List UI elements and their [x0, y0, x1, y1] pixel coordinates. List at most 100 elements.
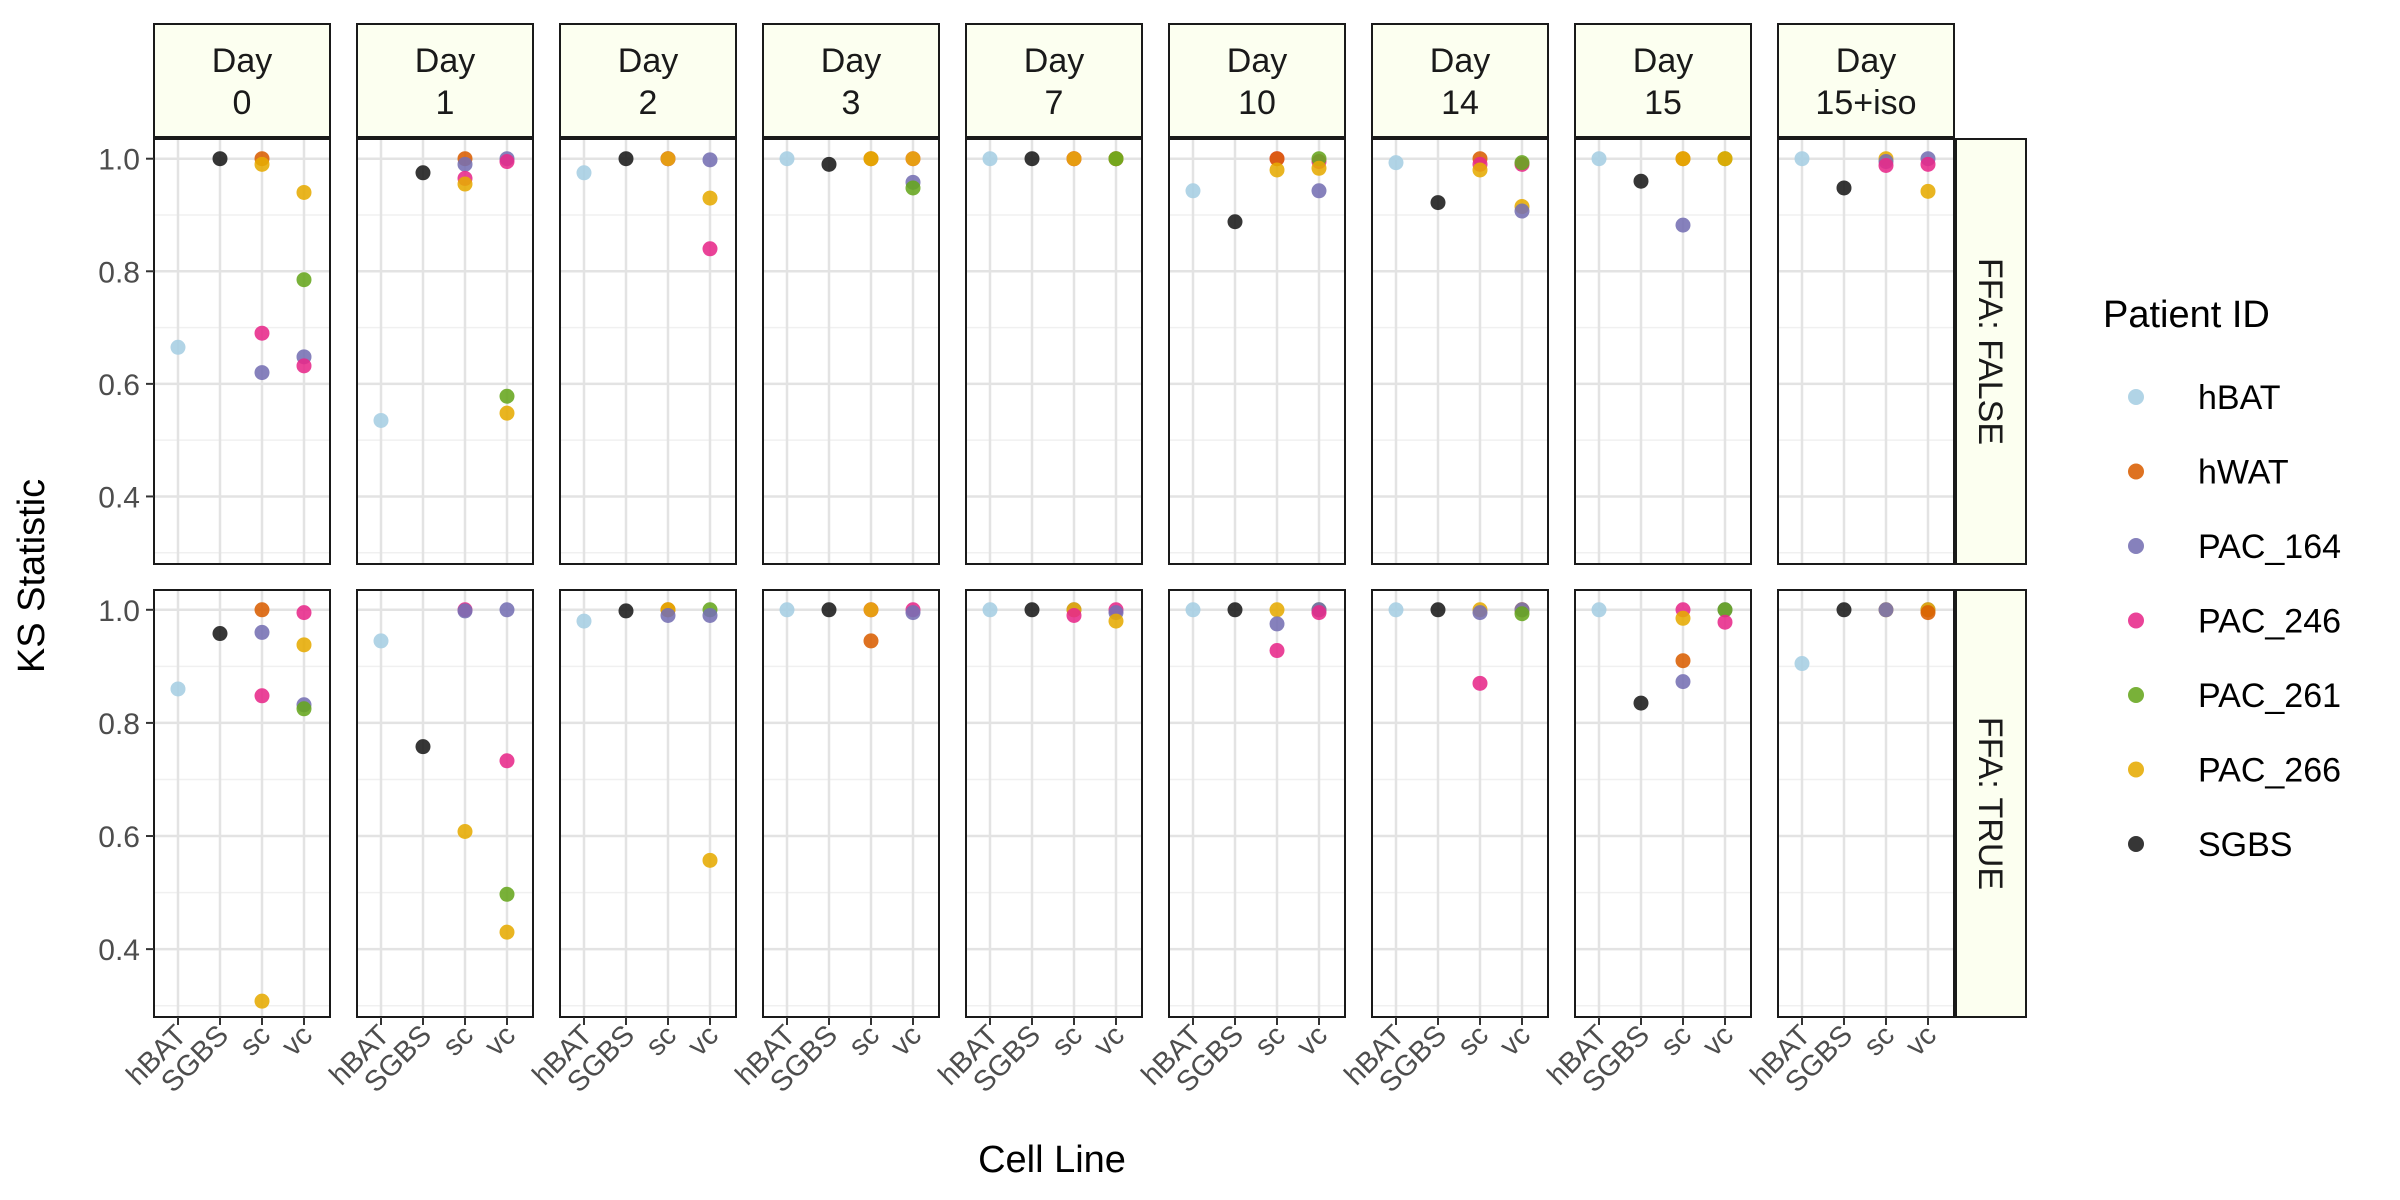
panel-background: [1169, 590, 1345, 1017]
column-strip-label-line1: Day: [1836, 42, 1896, 80]
legend-swatch: [2128, 612, 2144, 629]
column-strip-box: [153, 23, 331, 138]
x-tick-label: sc: [843, 1019, 886, 1062]
data-point: [702, 852, 718, 868]
y-tick-label: 1.0: [98, 144, 140, 177]
legend-swatch: [2128, 538, 2144, 554]
panel-border: [1371, 138, 1549, 565]
data-point: [821, 156, 837, 172]
data-point: [296, 605, 312, 621]
facet-panel: [153, 589, 331, 1018]
panel-background: [357, 590, 533, 1017]
column-strip-label-line2: 7: [1045, 84, 1064, 122]
data-point: [1514, 203, 1530, 219]
data-point: [457, 176, 473, 192]
data-point: [702, 241, 718, 257]
data-point: [499, 154, 515, 170]
data-point: [1794, 151, 1810, 167]
data-point: [1269, 643, 1285, 659]
legend-label: PAC_164: [2198, 528, 2341, 566]
panel-background: [763, 139, 939, 564]
panel-border: [1574, 589, 1752, 1018]
data-point: [499, 388, 515, 404]
data-point: [499, 602, 515, 618]
facet-panel: [1371, 589, 1549, 1018]
legend-item: PAC_266: [2128, 752, 2341, 790]
data-point: [618, 603, 634, 619]
x-tick-label: sc: [1655, 1019, 1698, 1062]
legend-item: PAC_164: [2128, 528, 2341, 566]
panel-border: [356, 589, 534, 1018]
panel-border: [1777, 138, 1955, 565]
legend-title: Patient ID: [2103, 294, 2270, 336]
data-point: [373, 633, 389, 649]
x-tick-label: vc: [1494, 1019, 1537, 1062]
data-point: [499, 753, 515, 769]
x-tick-label: vc: [1697, 1019, 1740, 1062]
data-point: [415, 165, 431, 181]
column-strip-label-line1: Day: [1430, 42, 1490, 80]
data-point: [821, 602, 837, 618]
panel-border: [153, 589, 331, 1018]
column-strip-label-line2: 1: [436, 84, 455, 122]
data-point: [1185, 602, 1201, 618]
legend-swatch: [2128, 836, 2144, 852]
column-strip-box: [762, 23, 940, 138]
data-point: [1066, 607, 1082, 623]
x-tick-label: sc: [1249, 1019, 1292, 1062]
column-strip-box: [1168, 23, 1346, 138]
row-strip: FFA: TRUE: [1955, 589, 2027, 1018]
data-point: [863, 602, 879, 618]
data-point: [296, 184, 312, 200]
data-point: [1591, 602, 1607, 618]
data-point: [1227, 214, 1243, 230]
data-point: [1269, 151, 1285, 167]
panel-background: [1169, 139, 1345, 564]
legend-item: PAC_261: [2128, 677, 2341, 715]
facet-panel: [1168, 589, 1346, 1018]
column-strip: Day 3: [762, 23, 940, 138]
panel-background: [763, 590, 939, 1017]
panel-border: [965, 138, 1143, 565]
facet-panel: [1777, 138, 1955, 565]
data-point: [779, 602, 795, 618]
facet-panel: [559, 589, 737, 1018]
y-tick-label: 0.8: [98, 708, 140, 741]
row-strip: FFA: FALSE: [1955, 138, 2027, 565]
data-point: [499, 886, 515, 902]
data-point: [1108, 151, 1124, 167]
data-point: [415, 739, 431, 755]
data-point: [1388, 602, 1404, 618]
data-point: [618, 151, 634, 167]
panel-background: [1372, 590, 1548, 1017]
column-strip-box: [1574, 23, 1752, 138]
panel-background: [154, 590, 330, 1017]
column-strip: Day 15: [1574, 23, 1752, 138]
facet-panel: [559, 138, 737, 565]
data-point: [254, 688, 270, 704]
x-tick-label: sc: [437, 1019, 480, 1062]
data-point: [1920, 156, 1936, 172]
panel-border: [1168, 138, 1346, 565]
facet-panel: [1574, 589, 1752, 1018]
data-point: [1430, 195, 1446, 211]
legend-swatch: [2128, 463, 2144, 480]
column-strip-label-line2: 15: [1644, 84, 1682, 122]
data-point: [905, 180, 921, 196]
data-point: [1311, 605, 1327, 621]
facet-panel: [356, 589, 534, 1018]
data-point: [457, 156, 473, 172]
x-axis-title: Cell Line: [978, 1139, 1126, 1181]
data-point: [1920, 183, 1936, 199]
data-point: [1633, 695, 1649, 711]
y-tick-label: 0.4: [98, 481, 140, 514]
data-point: [254, 602, 270, 618]
facet-panel: [762, 589, 940, 1018]
data-point: [660, 607, 676, 623]
data-point: [170, 339, 186, 355]
data-point: [1633, 173, 1649, 189]
data-point: [982, 151, 998, 167]
panel-background: [1575, 139, 1751, 564]
x-tick-label: vc: [1088, 1019, 1131, 1062]
